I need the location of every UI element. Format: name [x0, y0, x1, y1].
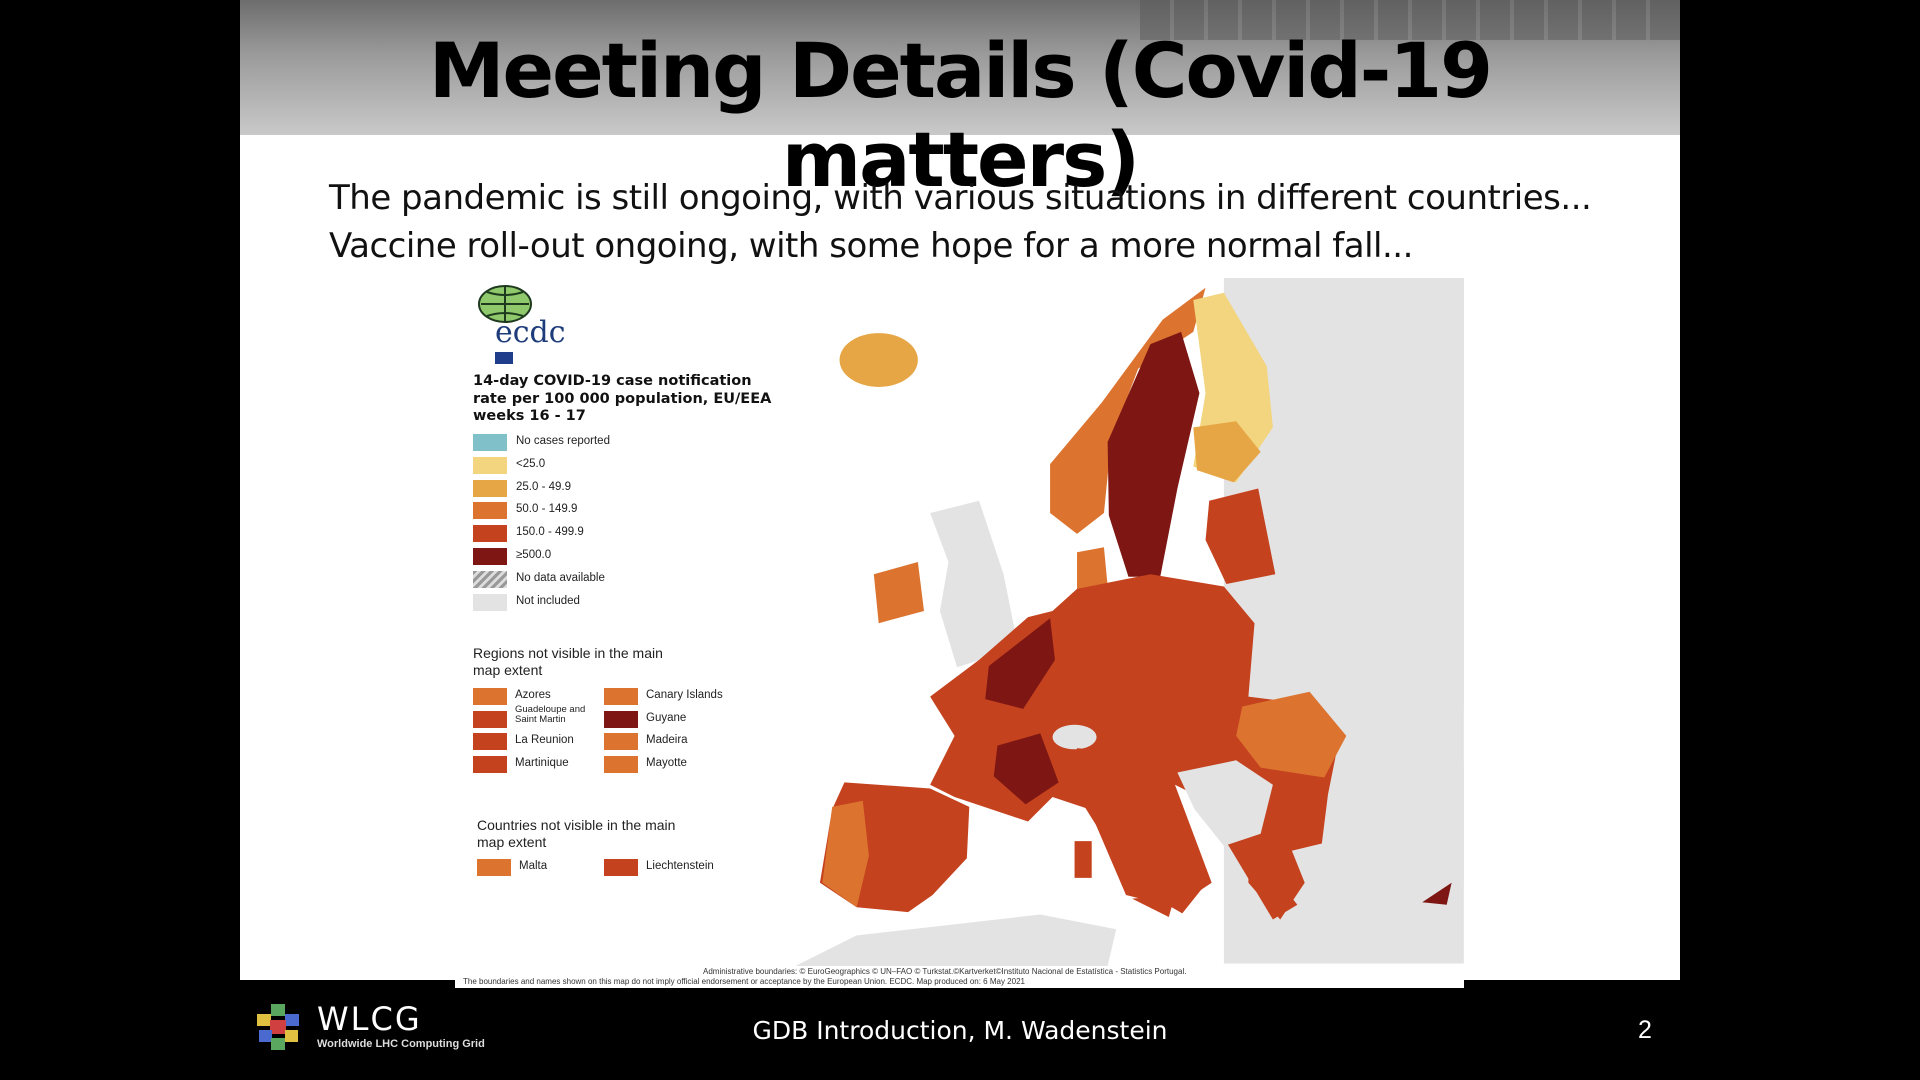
- region-romania-bulgaria: [1236, 691, 1347, 778]
- country-item-swatch: [604, 859, 638, 876]
- region-france-south: [993, 733, 1059, 805]
- footer-presenter: GDB Introduction, M. Wadenstein: [752, 1016, 1168, 1045]
- region-sardinia: [1074, 841, 1092, 878]
- legend-item-swatch: [473, 548, 507, 565]
- legend-title: 14-day COVID-19 case notification rate p…: [473, 373, 772, 424]
- legend-item-swatch: [473, 593, 507, 611]
- slide-title: Meeting Details (Covid-19 matters): [428, 26, 1493, 204]
- region-item-swatch: [604, 688, 638, 705]
- legend-item-swatch: [473, 570, 507, 588]
- legend-item-label: 25.0 - 49.9: [516, 480, 571, 493]
- country-item-label: Liechtenstein: [646, 860, 714, 872]
- credit-strip: The boundaries and names shown on this m…: [455, 976, 1464, 988]
- region-item-swatch: [473, 688, 507, 705]
- region-italy: [1070, 748, 1207, 914]
- covid-map-image: [455, 278, 1464, 988]
- legend-item-label: <25.0: [516, 457, 546, 470]
- europe-map: [795, 278, 1464, 966]
- region-sicily: [1132, 894, 1175, 917]
- region-item-label: Canary Islands: [646, 689, 723, 701]
- ecdc-logo-text: ecdc: [495, 315, 566, 350]
- legend-item-label: ≥500.0: [516, 549, 552, 561]
- wlcg-logo-subtext: Worldwide LHC Computing Grid: [317, 1038, 485, 1050]
- legend-item-swatch: [473, 456, 507, 474]
- region-item-swatch: [473, 710, 507, 728]
- region-portugal: [822, 800, 869, 908]
- region-turkey: [1334, 763, 1464, 887]
- region-cyprus: [1422, 882, 1452, 905]
- legend-item-swatch: [473, 502, 507, 520]
- slide: Meeting Details (Covid-19 matters) The p…: [240, 0, 1680, 988]
- map-credit-line-1: Administrative boundaries: © EuroGeograp…: [703, 967, 1187, 976]
- region-sweden: [1107, 331, 1200, 577]
- countries-title: Countries not visible in the main map ex…: [477, 817, 676, 850]
- region-item-label: Guyane: [646, 711, 687, 724]
- legend-item-label: No cases reported: [516, 435, 610, 447]
- body-line-2: Vaccine roll-out ongoing, with some hope…: [329, 226, 1413, 266]
- region-item-swatch: [473, 755, 507, 773]
- region-greece: [1248, 833, 1305, 920]
- wlcg-cube-icon: [257, 1004, 299, 1050]
- region-iceland: [839, 333, 918, 387]
- region-item-label: Guadeloupe and Saint Martin: [515, 704, 586, 725]
- region-item-label: Madeira: [646, 734, 688, 746]
- region-item-swatch: [473, 733, 507, 750]
- slide-header: Meeting Details (Covid-19 matters): [240, 0, 1680, 204]
- region-item-swatch: [604, 710, 638, 728]
- region-item-swatch: [604, 755, 638, 773]
- region-baltics: [1205, 488, 1276, 585]
- legend-item-label: 50.0 - 149.9: [516, 503, 578, 516]
- region-north-africa: [795, 914, 1117, 966]
- regions-title: Regions not visible in the main map exte…: [473, 645, 663, 678]
- map-credit-line-2: The boundaries and names shown on this m…: [463, 977, 1025, 986]
- region-item-swatch: [604, 733, 638, 750]
- wlcg-logo-text: WLCG: [317, 1000, 422, 1038]
- region-uk: [930, 500, 1019, 668]
- page-number: 2: [1638, 1016, 1652, 1044]
- region-benelux: [985, 618, 1055, 709]
- legend-item-label: No data available: [516, 571, 605, 584]
- legend-item-label: Not included: [516, 594, 580, 607]
- country-item-label: Malta: [519, 860, 548, 872]
- region-finland-south: [1193, 421, 1261, 483]
- country-item-swatch: [477, 859, 511, 876]
- region-russia: [1223, 278, 1464, 722]
- region-item-label: Mayotte: [646, 756, 687, 769]
- legend-item-label: 150.0 - 499.9: [516, 526, 584, 539]
- body-line-1: The pandemic is still ongoing, with vari…: [329, 178, 1592, 218]
- legend-item-swatch: [473, 525, 507, 543]
- region-item-label: Azores: [515, 689, 551, 701]
- region-switzerland: [1052, 724, 1097, 750]
- region-ireland: [873, 562, 924, 624]
- legend-item-swatch: [473, 479, 507, 497]
- region-balkans: [1177, 760, 1273, 846]
- region-item-label: Martinique: [515, 756, 569, 769]
- ecdc-logo: ecdc: [478, 285, 566, 364]
- legend-item-swatch: [473, 434, 507, 451]
- region-item-label: La Reunion: [515, 734, 574, 746]
